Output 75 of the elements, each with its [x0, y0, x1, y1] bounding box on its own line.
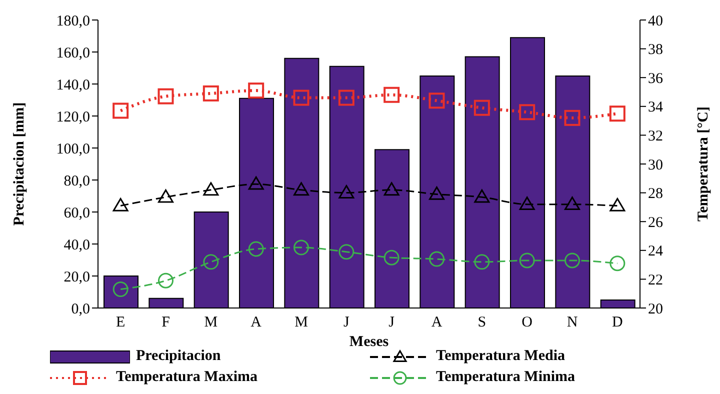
legend-label: Temperatura Media [436, 348, 566, 365]
point [293, 90, 310, 106]
point [158, 88, 174, 104]
y-tick-label: 140,0 [56, 77, 90, 94]
point [112, 198, 128, 212]
x-tick-label: E [116, 314, 126, 331]
y2-tick-label: 38 [648, 42, 663, 58]
text: Precipitacion [136, 348, 221, 365]
y2-axis-title: Temperatura [°C] [695, 106, 712, 222]
point [519, 104, 536, 120]
point [294, 240, 309, 256]
y-tick-label: 0,0 [71, 301, 90, 318]
point [248, 82, 264, 99]
x-tick-label: D [612, 314, 623, 331]
point [384, 86, 400, 103]
legend-label: Temperatura Minima [436, 369, 576, 386]
x-tick-label: M [204, 314, 218, 331]
point [158, 189, 174, 203]
y2-tick-label: 24 [648, 244, 664, 260]
y2-tick-label: 22 [648, 272, 663, 289]
x-tick-label: M [294, 314, 308, 331]
point [112, 102, 129, 119]
y2-tick-label: 26 [648, 214, 664, 231]
point [428, 92, 445, 109]
x-tick-label: A [250, 314, 262, 331]
point [474, 254, 490, 270]
point [338, 244, 354, 260]
y2-tick-label: 30 [648, 157, 663, 174]
y-tick-label: 60,0 [64, 205, 90, 222]
y-tick-label: 80,0 [64, 173, 90, 190]
x-tick-label: N [566, 314, 578, 331]
point [429, 186, 444, 200]
point [384, 250, 400, 266]
legend-label: Temperatura Maxima [116, 369, 258, 386]
point [202, 85, 219, 102]
point [609, 106, 626, 122]
y-tick-label: 100,0 [56, 141, 90, 158]
x-tick-label: J [343, 314, 350, 331]
point [519, 196, 535, 210]
x-tick-label: J [388, 314, 395, 331]
x-tick-label: O [522, 314, 533, 331]
point [384, 182, 400, 196]
x-tick-label: A [431, 314, 442, 331]
point [203, 254, 219, 270]
y-tick-label: 20,0 [64, 269, 90, 286]
y-axis-title: Precipitacion [mm] [11, 102, 28, 226]
y-tick-label: 120,0 [56, 109, 90, 126]
x-tick-label: S [478, 314, 486, 331]
point [610, 256, 626, 272]
y2-tick-label: 28 [648, 186, 663, 202]
x-tick-label: F [162, 314, 170, 331]
y2-tick-label: 36 [648, 70, 664, 87]
y2-tick-label: 34 [648, 100, 664, 116]
point [429, 251, 444, 267]
point [610, 198, 626, 212]
point [338, 185, 354, 198]
y2-tick-label: 32 [648, 128, 663, 145]
point [338, 90, 354, 106]
point [294, 182, 309, 196]
y-tick-label: 160,0 [56, 45, 90, 62]
y-tick-label: 180,0 [56, 13, 90, 30]
x-axis-title: Meses [349, 334, 389, 350]
y2-tick-label: 40 [648, 13, 663, 30]
point [248, 241, 264, 257]
point [519, 252, 535, 268]
point [158, 272, 174, 288]
point [564, 110, 580, 126]
point [248, 176, 264, 190]
point [474, 100, 490, 116]
y-tick-label: 40,0 [64, 237, 90, 254]
point [564, 196, 580, 210]
point [564, 252, 580, 268]
point [474, 189, 490, 203]
y2-tick-label: 20 [648, 301, 663, 318]
point [203, 182, 219, 196]
